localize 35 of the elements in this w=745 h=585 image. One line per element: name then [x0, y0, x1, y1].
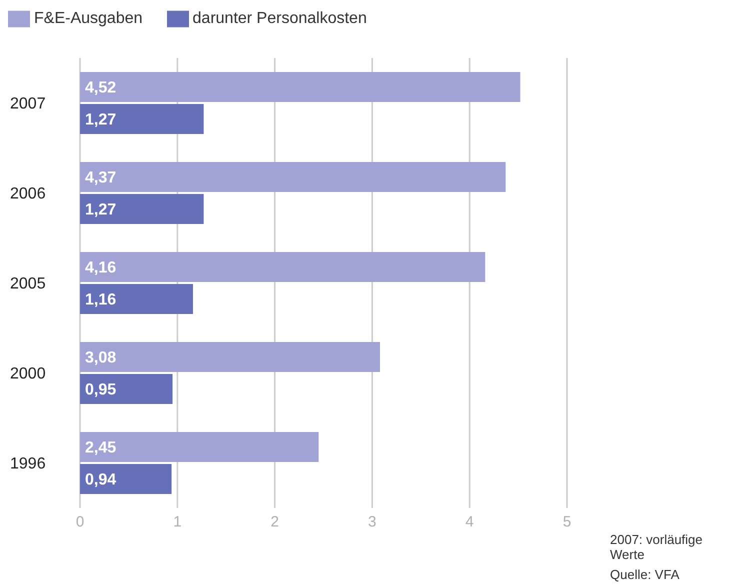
y-tick-label: 2000	[10, 366, 46, 383]
data-label: 4,37	[85, 170, 116, 187]
y-tick-label: 2007	[10, 96, 46, 113]
y-tick-label: 2006	[10, 186, 46, 203]
text: 2007: vorläufige Werte	[610, 532, 704, 562]
data-label: 4,16	[85, 260, 116, 277]
data-label: 2,45	[85, 440, 116, 457]
x-tick-label: 0	[76, 514, 84, 531]
bar	[80, 464, 172, 494]
data-label: 0,94	[85, 472, 116, 489]
x-tick-label: 4	[465, 514, 474, 531]
bar	[80, 162, 506, 192]
bar	[80, 194, 204, 224]
y-tick-label: 2005	[10, 276, 46, 293]
bar	[80, 72, 520, 102]
x-tick-label: 1	[173, 514, 182, 531]
data-label: 4,52	[85, 80, 116, 97]
data-label: 0,95	[85, 382, 116, 399]
legend-label: darunter Personalkosten	[192, 10, 367, 28]
data-label: 1,16	[85, 292, 116, 309]
data-label: 1,27	[85, 112, 116, 129]
bar	[80, 374, 173, 404]
bar	[80, 284, 193, 314]
x-tick-label: 3	[368, 514, 376, 531]
bar	[80, 342, 380, 372]
y-tick-label: 1996	[10, 456, 46, 473]
source-note: Quelle: VFA	[610, 567, 680, 582]
bar	[80, 252, 486, 282]
legend-label: F&E-Ausgaben	[34, 10, 143, 28]
data-label: 1,27	[85, 202, 116, 219]
x-tick-label: 5	[562, 514, 572, 531]
data-label: 3,08	[85, 350, 116, 367]
bar	[80, 104, 204, 134]
bar	[80, 432, 319, 462]
x-tick-label: 2	[270, 514, 279, 531]
